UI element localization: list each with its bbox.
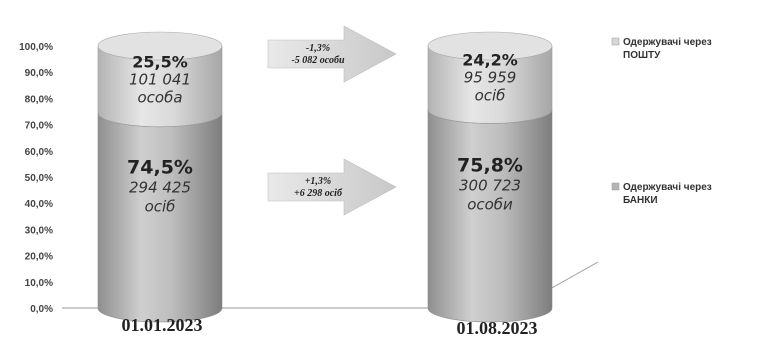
data-label-banks-count: 294 425 — [129, 178, 191, 196]
bar-segment-banks — [427, 109, 553, 323]
legend-label: ПОШТУ — [623, 50, 661, 61]
legend-label: Одержувачі через — [623, 182, 712, 193]
arrow-shape — [267, 158, 397, 216]
y-tick-label: 40,0% — [25, 199, 53, 210]
data-label-post-count: 101 041 — [129, 70, 191, 88]
data-label-post-count: 95 959 — [464, 69, 517, 87]
data-label-banks-unit: осіб — [145, 197, 176, 215]
data-label-banks-percent: 74,5% — [127, 156, 193, 178]
arrow-banks-change: +1,3%+6 298 осіб — [267, 158, 397, 216]
arrow-label-percent: +1,3% — [305, 176, 332, 187]
data-label-banks-unit: особи — [467, 196, 513, 214]
y-tick-label: 0,0% — [30, 304, 53, 315]
legend-swatch — [611, 37, 620, 46]
bar-segment-post — [427, 45, 553, 124]
data-label-banks-percent: 75,8% — [457, 155, 523, 177]
arrow-label-percent: -1,3% — [306, 43, 330, 54]
arrow-post-change: -1,3%-5 082 особи — [267, 25, 397, 83]
y-tick-label: 80,0% — [25, 94, 53, 105]
y-tick-label: 90,0% — [25, 68, 53, 79]
x-axis-labels: 01.01.2023 01.08.2023 — [122, 315, 538, 338]
legend-entry: Одержувачі через БАНКИ — [611, 182, 712, 206]
data-label-banks-count: 300 723 — [459, 177, 521, 195]
arrow-label-count: -5 082 особи — [291, 55, 345, 66]
cylinder-top-cap — [427, 31, 553, 61]
legend-swatch — [611, 182, 620, 191]
bar-segment-post — [97, 45, 223, 128]
cylinder-top-cap — [97, 31, 223, 61]
legend-label: Одержувачі через — [623, 37, 712, 48]
legend-entry: Одержувачі через ПОШТУ — [611, 37, 712, 61]
data-label-post-unit: особа — [137, 88, 182, 106]
legend: Одержувачі через ПОШТУ Одержувачі через БАН… — [611, 37, 712, 206]
y-tick-label: 60,0% — [25, 147, 53, 158]
legend-label: БАНКИ — [623, 195, 658, 206]
y-tick-label: 100,0% — [19, 42, 53, 53]
change-arrows: -1,3%-5 082 особи +1,3%+6 298 осіб — [267, 25, 397, 216]
data-label-post-unit: осіб — [475, 87, 506, 105]
y-tick-label: 10,0% — [25, 278, 53, 289]
y-tick-label: 30,0% — [25, 225, 53, 236]
y-tick-label: 50,0% — [25, 173, 53, 184]
y-tick-label: 20,0% — [25, 252, 53, 263]
data-label-post-percent: 25,5% — [132, 52, 188, 71]
arrow-shape — [267, 25, 397, 83]
y-tick-label: 70,0% — [25, 121, 53, 132]
x-tick-label: 01.01.2023 — [122, 315, 203, 335]
x-tick-label: 01.08.2023 — [457, 318, 538, 338]
y-axis: 0,0% 10,0% 20,0% 30,0% 40,0% 50,0% 60,0% 70,0% 8… — [19, 42, 53, 315]
arrow-label-count: +6 298 осіб — [294, 188, 343, 199]
data-label-post-percent: 24,2% — [462, 51, 518, 70]
bar-segment-banks — [97, 112, 223, 323]
